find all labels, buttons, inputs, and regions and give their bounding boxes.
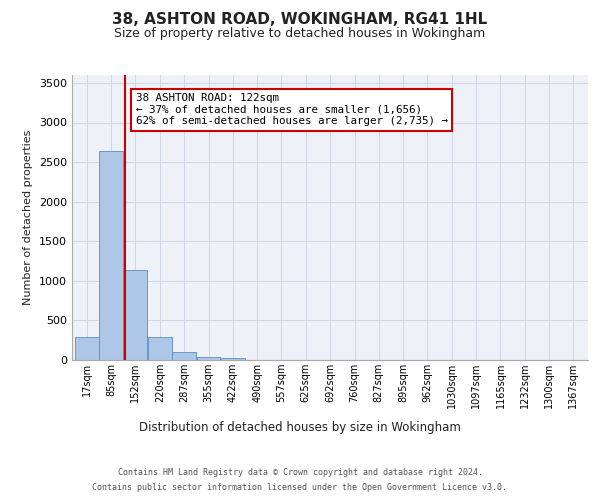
- Text: Contains public sector information licensed under the Open Government Licence v3: Contains public sector information licen…: [92, 483, 508, 492]
- Bar: [75, 337, 98, 360]
- Text: Contains HM Land Registry data © Crown copyright and database right 2024.: Contains HM Land Registry data © Crown c…: [118, 468, 482, 477]
- Bar: [197, 357, 220, 360]
- Text: 38, ASHTON ROAD, WOKINGHAM, RG41 1HL: 38, ASHTON ROAD, WOKINGHAM, RG41 1HL: [112, 12, 488, 28]
- Y-axis label: Number of detached properties: Number of detached properties: [23, 130, 34, 305]
- Bar: [172, 352, 196, 360]
- Text: Size of property relative to detached houses in Wokingham: Size of property relative to detached ho…: [115, 28, 485, 40]
- Text: Distribution of detached houses by size in Wokingham: Distribution of detached houses by size …: [139, 421, 461, 434]
- Bar: [100, 151, 123, 360]
- Bar: [221, 358, 245, 360]
- Bar: [148, 336, 172, 360]
- Text: 38 ASHTON ROAD: 122sqm
← 37% of detached houses are smaller (1,656)
62% of semi-: 38 ASHTON ROAD: 122sqm ← 37% of detached…: [136, 93, 448, 126]
- Bar: [124, 270, 147, 360]
